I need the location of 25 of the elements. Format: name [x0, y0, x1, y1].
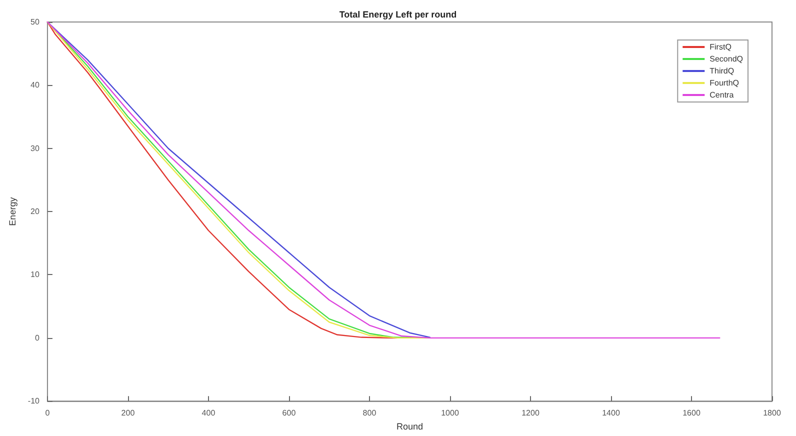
x-tick-label: 600 [282, 408, 296, 418]
y-tick-label: 50 [30, 18, 40, 26]
legend-label: ThirdQ [710, 66, 734, 76]
x-tick-label: 400 [202, 408, 216, 418]
legend-label: FourthQ [710, 78, 739, 88]
y-tick-label: 30 [30, 144, 40, 153]
legend-label: SecondQ [710, 54, 744, 64]
legend-label: FirstQ [710, 42, 732, 52]
y-axis-title: Energy [8, 196, 18, 226]
legend-label: Centra [710, 90, 734, 100]
x-tick-label: 1800 [763, 408, 782, 418]
x-tick-label: 1400 [602, 408, 620, 418]
chart-title: Total Energy Left per round [339, 10, 457, 20]
x-tick-label: 1200 [522, 408, 540, 418]
x-tick-label: 1600 [682, 408, 701, 418]
y-tick-label: 0 [35, 333, 40, 342]
x-tick-label: 0 [45, 408, 50, 418]
x-tick-label: 800 [362, 408, 377, 418]
x-axis-title: Round [396, 422, 423, 432]
y-tick-label: 40 [30, 80, 40, 90]
x-tick-label: 200 [121, 408, 136, 418]
y-tick-label: 10 [30, 270, 40, 280]
y-tick-label: -10 [28, 396, 40, 406]
x-tick-label: 1000 [441, 408, 460, 418]
y-tick-label: 20 [30, 207, 40, 216]
